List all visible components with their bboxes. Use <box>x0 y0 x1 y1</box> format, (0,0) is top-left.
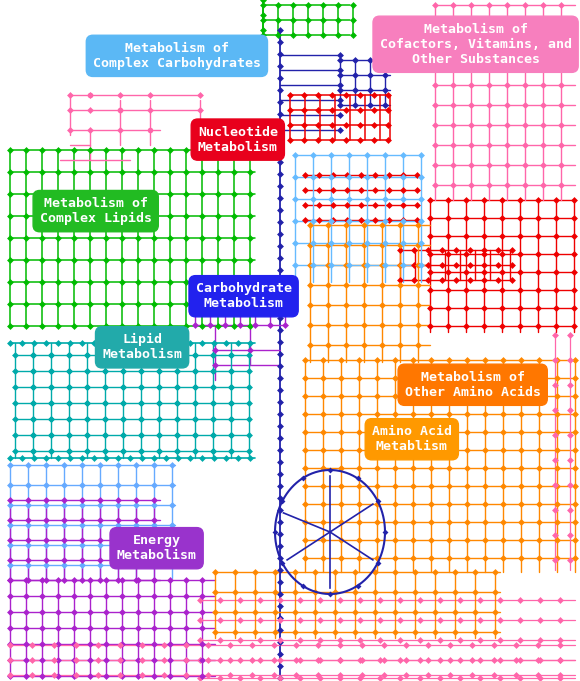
Text: Lipid
Metabolism: Lipid Metabolism <box>102 333 182 362</box>
Text: Nucleotide
Metabolism: Nucleotide Metabolism <box>198 125 278 154</box>
Text: Metabolism of
Cofactors, Vitamins, and
Other Substances: Metabolism of Cofactors, Vitamins, and O… <box>379 22 572 66</box>
Text: Amino Acid
Metablism: Amino Acid Metablism <box>372 425 452 454</box>
Text: Metabolism of
Other Amino Acids: Metabolism of Other Amino Acids <box>405 370 541 399</box>
Text: Energy
Metabolism: Energy Metabolism <box>117 534 197 563</box>
Text: Carbohydrate
Metabolism: Carbohydrate Metabolism <box>195 282 292 311</box>
Text: Metabolism of
Complex Carbohydrates: Metabolism of Complex Carbohydrates <box>93 42 261 70</box>
Text: Metabolism of
Complex Lipids: Metabolism of Complex Lipids <box>39 197 152 225</box>
